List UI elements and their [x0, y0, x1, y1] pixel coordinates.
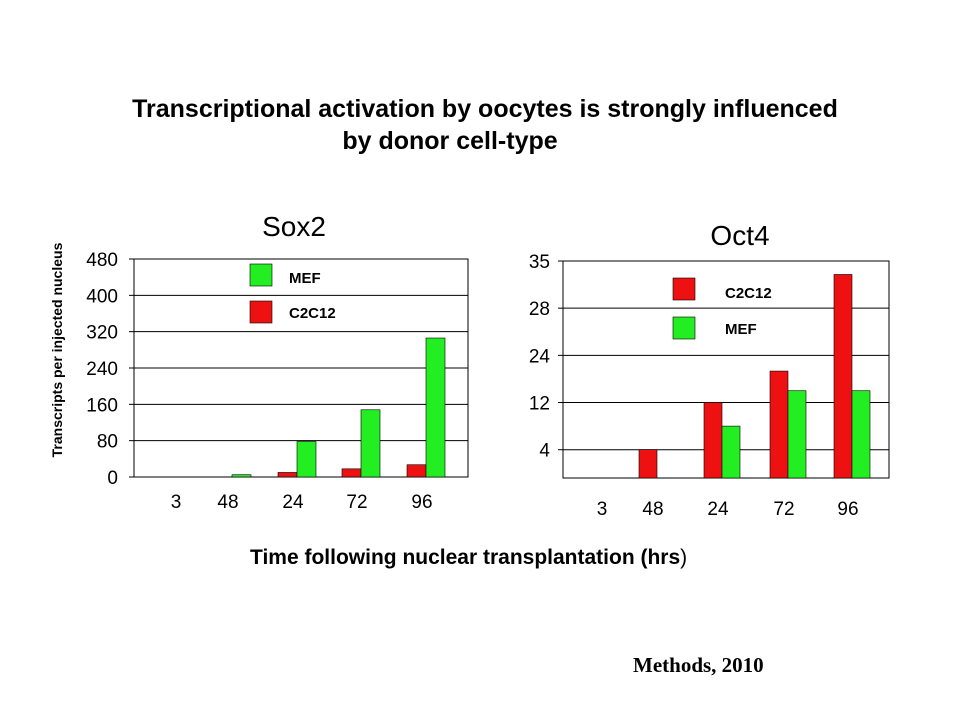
bar-oct4-c2c12-24 [703, 402, 723, 479]
y-tick-label-0-480: 480 [86, 250, 118, 271]
citation: Methods, 2010 [633, 653, 764, 677]
x-tick-label-0-4: 96 [411, 492, 432, 513]
y-tick-label-0-80: 80 [97, 432, 118, 453]
legend-swatch-0-c2c12 [249, 300, 273, 324]
x-tick-label-0-0: 3 [171, 492, 182, 513]
y-tick-label-1-4: 4 [539, 441, 550, 462]
y-tick-label-0-240: 240 [86, 359, 118, 380]
x-tick-label-1-0: 3 [597, 499, 608, 520]
bar-oct4-mef-24 [721, 425, 741, 479]
slide-title-line2: by donor cell-type [342, 127, 558, 155]
x-axis-label: Time following nuclear transplantation (… [250, 546, 687, 570]
bar-sox2-c2c12-96 [406, 464, 427, 478]
bar-sox2-mef-24 [296, 441, 317, 478]
bar-oct4-mef-96 [851, 390, 871, 479]
bar-sox2-c2c12-72 [341, 468, 362, 478]
y-tick-label-0-400: 400 [86, 286, 118, 307]
bar-sox2-mef-96 [425, 337, 446, 478]
x-axis-label-paren: ) [680, 546, 688, 569]
bar-oct4-c2c12-96 [833, 274, 853, 479]
x-tick-label-1-2: 24 [707, 499, 729, 520]
bar-oct4-mef-72 [787, 390, 807, 479]
legend-label-0-c2c12: C2C12 [289, 305, 336, 322]
x-tick-label-1-3: 72 [773, 499, 794, 520]
y-tick-label-0-160: 160 [86, 395, 118, 416]
legend-label-0-mef: MEF [289, 270, 321, 287]
legend-swatch-0-mef [249, 263, 273, 287]
y-tick-label-0-0: 0 [107, 468, 118, 489]
bar-sox2-mef-48 [231, 474, 252, 478]
x-tick-label-0-1: 48 [217, 492, 238, 513]
legend-label-1-mef: MEF [725, 321, 757, 338]
x-tick-label-1-1: 48 [642, 499, 663, 520]
bar-oct4-c2c12-72 [769, 370, 789, 479]
chart-title-sox2: Sox2 [262, 211, 326, 242]
legend-swatch-1-mef [672, 316, 696, 340]
y-tick-label-1-35: 35 [529, 252, 550, 273]
y-tick-label-1-28: 28 [529, 299, 550, 320]
bar-sox2-mef-72 [360, 409, 381, 478]
legend-swatch-1-c2c12 [672, 277, 696, 301]
slide-title-line1: Transcriptional activation by oocytes is… [132, 95, 838, 123]
chart-title-oct4: Oct4 [710, 220, 769, 251]
x-tick-label-0-2: 24 [282, 492, 304, 513]
x-tick-label-1-4: 96 [837, 499, 858, 520]
bar-oct4-c2c12-48 [638, 449, 658, 479]
y-tick-label-1-24: 24 [529, 346, 551, 367]
x-axis-label-text: Time following nuclear transplantation (… [250, 546, 681, 569]
x-tick-label-0-3: 72 [346, 492, 367, 513]
y-tick-label-0-320: 320 [86, 323, 118, 344]
bar-sox2-c2c12-24 [277, 472, 298, 478]
legend-label-1-c2c12: C2C12 [725, 285, 772, 302]
y-tick-label-1-12: 12 [529, 394, 550, 415]
